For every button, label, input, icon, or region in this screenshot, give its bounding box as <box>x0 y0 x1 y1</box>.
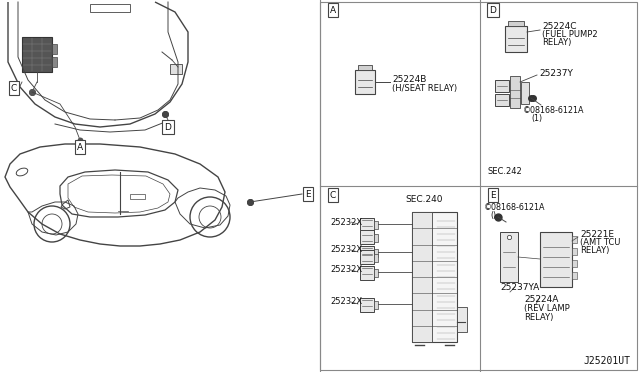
Text: 25237YA: 25237YA <box>500 283 540 292</box>
Bar <box>500 232 518 282</box>
Text: SEC.242: SEC.242 <box>488 167 523 176</box>
Text: (AMT TCU: (AMT TCU <box>580 238 620 247</box>
Bar <box>52 44 57 54</box>
Text: 25232X: 25232X <box>330 266 362 275</box>
Text: (H/SEAT RELAY): (H/SEAT RELAY) <box>392 83 457 93</box>
Text: 25232X: 25232X <box>330 246 362 254</box>
Text: RELAY): RELAY) <box>580 246 609 255</box>
Text: SEC.240: SEC.240 <box>405 195 442 204</box>
Bar <box>358 65 372 70</box>
Bar <box>355 70 375 94</box>
Bar <box>360 218 374 232</box>
Text: C: C <box>11 83 17 93</box>
Text: ©08168-6121A: ©08168-6121A <box>484 203 545 212</box>
Bar <box>374 234 378 242</box>
Bar <box>505 26 527 52</box>
Text: (FUEL PUMP2: (FUEL PUMP2 <box>542 29 598 38</box>
Bar <box>374 301 378 309</box>
Text: RELAY): RELAY) <box>524 313 554 322</box>
Bar <box>360 230 374 244</box>
Text: 25232X: 25232X <box>330 218 362 227</box>
Text: D: D <box>490 6 497 15</box>
Bar <box>495 80 509 92</box>
Text: D: D <box>164 122 172 131</box>
Bar <box>360 298 374 312</box>
Bar <box>540 232 572 287</box>
Text: 25224B: 25224B <box>392 74 426 83</box>
Bar <box>572 236 577 243</box>
Bar <box>457 307 467 332</box>
Text: 25224A: 25224A <box>524 295 558 304</box>
Bar <box>374 269 378 277</box>
Text: (): () <box>490 211 496 220</box>
Bar <box>170 64 182 74</box>
Text: RELAY): RELAY) <box>542 38 572 46</box>
Text: E: E <box>490 190 496 199</box>
Bar <box>374 221 378 229</box>
Text: A: A <box>330 6 336 15</box>
Text: 25232X: 25232X <box>330 298 362 307</box>
Text: J25201UT: J25201UT <box>583 356 630 366</box>
Bar <box>495 94 509 106</box>
Bar <box>360 246 374 260</box>
Bar <box>130 194 145 199</box>
Bar <box>521 82 529 104</box>
Bar <box>374 249 378 257</box>
Text: A: A <box>77 142 83 151</box>
Text: 25224C: 25224C <box>542 22 577 31</box>
Bar <box>412 212 457 342</box>
Bar <box>374 254 378 262</box>
Text: (1): (1) <box>531 113 542 122</box>
Bar <box>508 21 524 26</box>
Text: C: C <box>330 190 336 199</box>
Bar <box>360 266 374 280</box>
Bar <box>572 260 577 267</box>
Bar <box>510 76 520 108</box>
Text: ©08168-6121A: ©08168-6121A <box>523 106 584 115</box>
Bar <box>22 37 52 72</box>
Bar <box>360 250 374 264</box>
Text: (REV LAMP: (REV LAMP <box>524 304 570 313</box>
Text: 25221E: 25221E <box>580 230 614 239</box>
Text: 25237Y: 25237Y <box>539 68 573 77</box>
Bar <box>572 272 577 279</box>
Bar <box>412 212 432 342</box>
Text: E: E <box>305 189 311 199</box>
Bar <box>572 248 577 255</box>
Bar <box>90 4 130 12</box>
Bar <box>52 57 57 67</box>
Bar <box>320 2 637 370</box>
